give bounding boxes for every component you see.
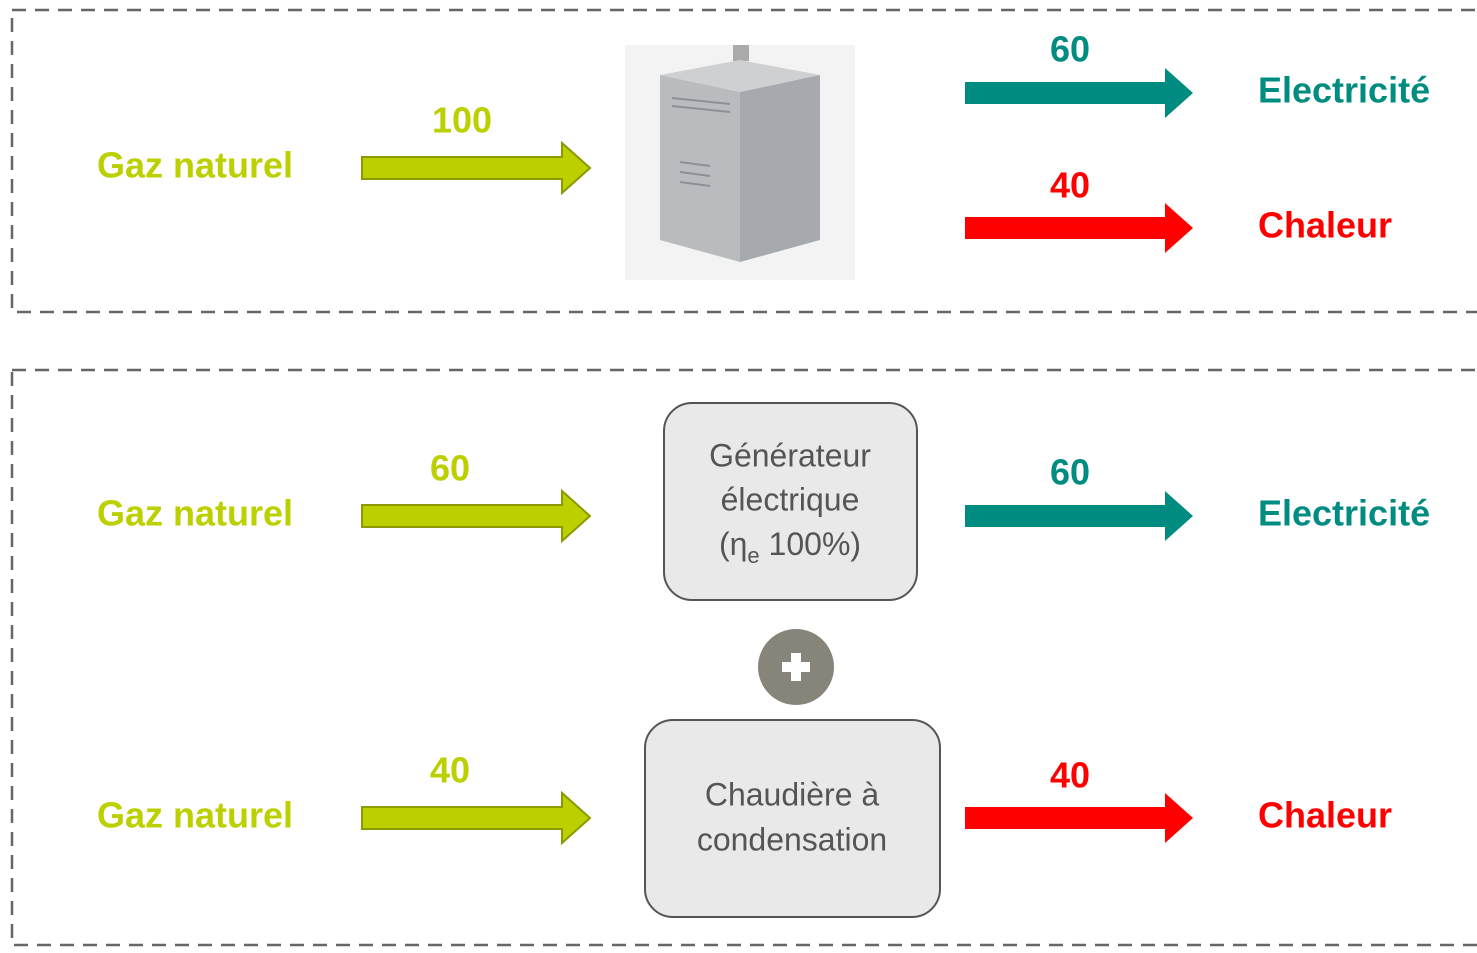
input-label: Gaz naturel [97,493,293,534]
output-label: Electricité [1258,493,1430,534]
arrow [965,793,1193,843]
box-text: Chaudière à [705,776,880,812]
eta: (η [719,526,747,562]
subscript: e [747,543,759,568]
input-value: 40 [430,750,470,791]
output-value: 40 [1050,165,1090,206]
box-text: (ηe 100%) [719,526,861,567]
cogeneration-unit [625,45,855,280]
arrow [965,491,1193,541]
plus-icon [758,629,834,705]
input-value: 100 [432,100,492,141]
arrow [361,142,591,194]
generator-box [663,402,918,601]
output-label: Electricité [1258,70,1430,111]
boiler-box [644,719,941,918]
output-value: 40 [1050,755,1090,796]
frame [10,368,1477,947]
output-value: 60 [1050,29,1090,70]
output-label: Chaleur [1258,795,1392,836]
input-label: Gaz naturel [97,145,293,186]
arrow [361,792,591,844]
output-value: 60 [1050,452,1090,493]
efficiency: 100%) [760,526,861,562]
input-label: Gaz naturel [97,795,293,836]
frame [10,8,1477,314]
box-text: électrique [721,481,860,517]
input-value: 60 [430,448,470,489]
box-text: Générateur [709,437,871,473]
output-label: Chaleur [1258,205,1392,246]
arrow [965,203,1193,253]
arrow [965,68,1193,118]
arrow [361,490,591,542]
box-text: condensation [697,821,887,857]
